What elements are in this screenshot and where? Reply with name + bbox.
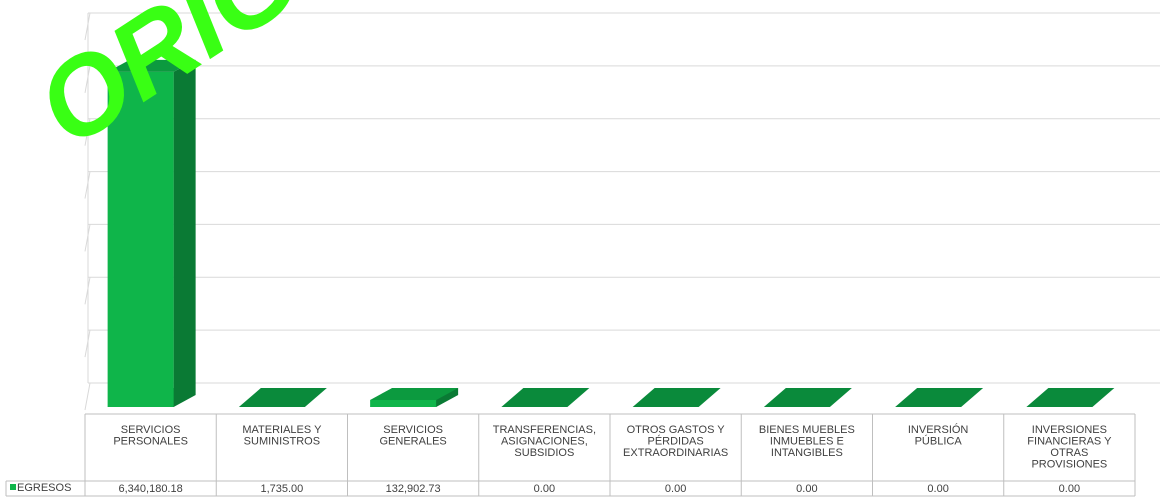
chart-bars xyxy=(107,59,1115,407)
category-label: SERVICIOS GENERALES xyxy=(380,424,447,448)
bar-front xyxy=(370,399,437,407)
value-label: 0.00 xyxy=(534,483,555,495)
value-label: 132,902.73 xyxy=(386,483,441,495)
value-label: 1,735.00 xyxy=(260,483,303,495)
bar-3 xyxy=(370,387,459,407)
category-label: TRANSFERENCIAS, ASIGNACIONES, SUBSIDIOS xyxy=(493,424,596,459)
bar-top xyxy=(107,59,196,72)
category-label: OTROS GASTOS Y PÉRDIDAS EXTRAORDINARIAS xyxy=(623,424,728,459)
bar-2 xyxy=(238,388,327,407)
bar-base xyxy=(501,388,590,407)
value-label: 6,340,180.18 xyxy=(119,483,183,495)
gridline-side xyxy=(84,382,91,411)
bar-8 xyxy=(1026,388,1115,407)
legend-key xyxy=(10,484,16,490)
watermark-text: ORIGINAL xyxy=(16,0,534,170)
bar-1 xyxy=(107,59,196,407)
bar-base xyxy=(895,388,984,407)
series-label: EGRESOS xyxy=(17,482,71,494)
bar-base xyxy=(1026,388,1115,407)
watermark: ORIGINAL xyxy=(16,0,534,170)
value-label: 0.00 xyxy=(1059,483,1080,495)
category-label: MATERIALES Y SUMINISTROS xyxy=(242,424,322,448)
data-table: SERVICIOS PERSONALES MATERIALES Y SUMINISTR… xyxy=(5,413,1136,497)
category-label: INVERSIÓN PÚBLICA xyxy=(908,423,969,448)
value-label: 0.00 xyxy=(665,483,686,495)
value-label: 0.00 xyxy=(796,483,817,495)
bar-7 xyxy=(895,388,984,407)
chart-gridlines xyxy=(84,12,1160,411)
category-label: SERVICIOS PERSONALES xyxy=(113,424,188,448)
bar-6 xyxy=(763,388,852,407)
bar-side xyxy=(173,59,196,407)
value-label: 0.00 xyxy=(927,483,948,495)
bar-front xyxy=(107,71,174,407)
category-label: INVERSIONES FINANCIERAS Y OTRAS PROVISIONES xyxy=(1027,424,1112,471)
bar-4 xyxy=(501,388,590,407)
category-label: BIENES MUEBLES INMUEBLES E INTANGIBLES xyxy=(759,424,855,459)
bar-top xyxy=(370,387,459,400)
bar-base xyxy=(632,388,721,407)
bar-5 xyxy=(632,388,721,407)
bar-side xyxy=(436,387,459,407)
bar-base xyxy=(238,388,327,407)
bar-base xyxy=(763,388,852,407)
